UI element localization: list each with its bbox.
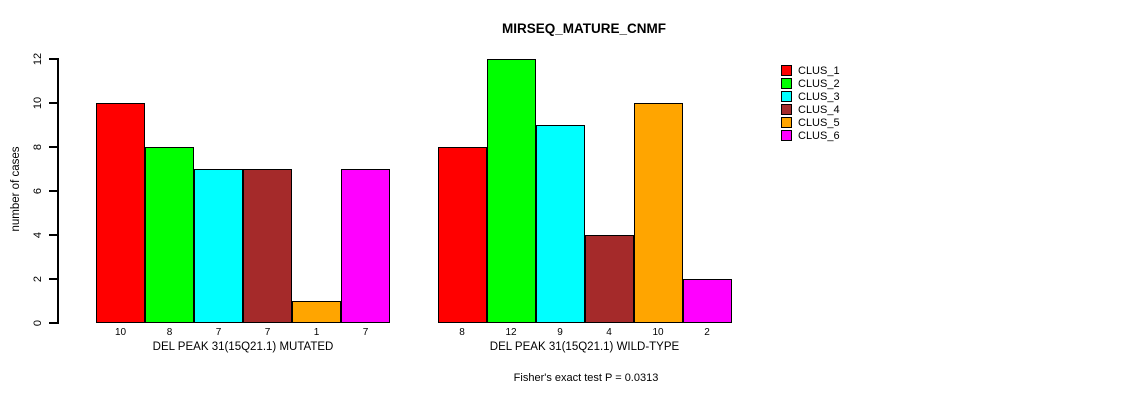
legend-swatch-icon (781, 91, 792, 102)
bar-value-label: 4 (606, 326, 612, 338)
bar-value-label: 2 (704, 326, 710, 338)
bar-group1-clus_1 (96, 103, 145, 323)
bar-group2-clus_1 (437, 147, 487, 323)
legend-label: CLUS_6 (798, 129, 840, 142)
group-label: DEL PEAK 31(15Q21.1) WILD-TYPE (489, 341, 680, 353)
y-tick-label: 10 (32, 96, 44, 110)
legend-label: CLUS_3 (798, 90, 840, 103)
legend-swatch-icon (781, 65, 792, 76)
legend-swatch-icon (781, 117, 792, 128)
legend-swatch-icon (781, 130, 792, 141)
bar-value-label: 8 (166, 326, 173, 338)
bar-group1-clus_3 (194, 169, 243, 323)
legend-item-clus_4: CLUS_4 (781, 103, 840, 116)
bar-value-label: 12 (505, 326, 517, 338)
legend-item-clus_3: CLUS_3 (781, 90, 840, 103)
y-tick-label: 6 (32, 187, 44, 195)
bar-group1-clus_4 (243, 169, 292, 323)
fisher-test-annotation: Fisher's exact test P = 0.0313 (513, 372, 659, 384)
bar-group2-clus_3 (535, 125, 585, 323)
y-tick-label: 12 (32, 52, 44, 66)
chart-title: MIRSEQ_MATURE_CNMF (501, 21, 667, 36)
y-axis-line (57, 58, 59, 324)
legend-swatch-icon (781, 78, 792, 89)
y-tick-mark (49, 190, 57, 192)
legend-label: CLUS_4 (798, 103, 840, 116)
y-tick-mark (49, 58, 57, 60)
y-tick-mark (49, 146, 57, 148)
bar-value-label: 10 (114, 326, 127, 338)
bar-group1-clus_6 (341, 169, 390, 323)
bar-group2-clus_4 (584, 235, 634, 323)
bar-group2-clus_5 (633, 103, 683, 323)
bar-value-label: 10 (652, 326, 664, 338)
y-tick-mark (49, 102, 57, 104)
bar-group1-clus_5 (292, 301, 341, 323)
bar-value-label: 7 (362, 326, 369, 338)
y-tick-mark (49, 278, 57, 280)
bar-group1-clus_2 (145, 147, 194, 323)
bar-value-label: 1 (313, 326, 320, 338)
legend-swatch-icon (781, 104, 792, 115)
bar-value-label: 8 (459, 326, 465, 338)
y-axis-label: number of cases (10, 146, 22, 232)
legend-item-clus_2: CLUS_2 (781, 77, 840, 90)
bar-value-label: 9 (557, 326, 563, 338)
bar-value-label: 7 (264, 326, 271, 338)
y-tick-mark (49, 234, 57, 236)
bar-group2-clus_6 (682, 279, 732, 323)
y-tick-label: 2 (32, 275, 44, 283)
bar-value-label: 7 (215, 326, 222, 338)
legend: CLUS_1 CLUS_2 CLUS_3 CLUS_4 CLUS_5 CLUS_6 (781, 64, 840, 142)
y-tick-mark (49, 322, 57, 324)
bar-group2-clus_2 (486, 59, 536, 323)
legend-item-clus_5: CLUS_5 (781, 116, 840, 129)
legend-label: CLUS_5 (798, 116, 840, 129)
legend-item-clus_6: CLUS_6 (781, 129, 840, 142)
y-tick-label: 0 (32, 319, 44, 327)
y-tick-label: 8 (32, 143, 44, 151)
legend-label: CLUS_1 (798, 64, 840, 77)
legend-label: CLUS_2 (798, 77, 840, 90)
group-label: DEL PEAK 31(15Q21.1) MUTATED (152, 341, 334, 353)
y-tick-label: 4 (32, 231, 44, 239)
legend-item-clus_1: CLUS_1 (781, 64, 840, 77)
